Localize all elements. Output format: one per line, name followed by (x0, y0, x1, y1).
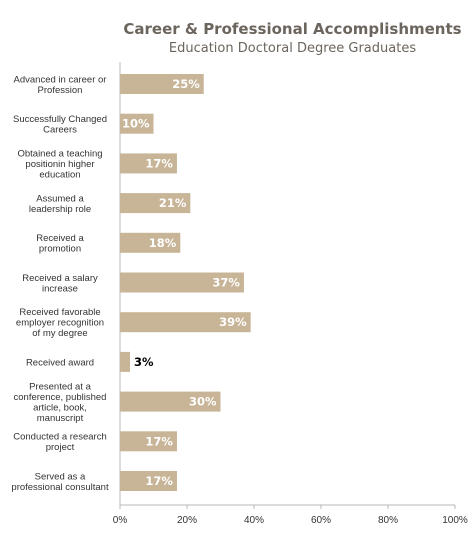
category-label: Received a promotion (36, 233, 84, 255)
category-label: Served as a professional consultant (11, 471, 109, 493)
category-label-line: Served as a (35, 471, 86, 482)
category-label: Assumed a leadership role (29, 193, 91, 215)
category-label-line: increase (42, 283, 78, 294)
x-tick-label: 40% (244, 515, 264, 526)
category-label-line: manuscript (37, 413, 84, 424)
data-label: 17% (145, 434, 173, 448)
category-label-line: professional consultant (11, 482, 109, 493)
x-tick-label: 0% (113, 515, 128, 526)
x-tick-label: 60% (311, 515, 331, 526)
category-label-line: Profession (38, 85, 83, 96)
category-label-line: project (46, 442, 75, 453)
data-label: 37% (212, 276, 240, 290)
x-tick-label: 100% (442, 515, 468, 526)
chart-title: Career & Professional Accomplishments (123, 20, 462, 38)
category-label-line: Successfully Changed (13, 114, 107, 125)
category-label: Successfully Changed Careers (13, 114, 107, 136)
bar (120, 74, 204, 94)
category-label: Obtained a teaching positionin higher educ… (17, 148, 102, 180)
data-label: 39% (219, 315, 247, 329)
category-label-line: article, book, (33, 402, 87, 413)
bar (120, 351, 131, 372)
category-label: Presented at a conference, published artic… (14, 381, 107, 424)
bar (120, 113, 154, 134)
data-label: 18% (149, 236, 177, 250)
category-label-line: Received award (26, 357, 94, 368)
bar (120, 193, 191, 214)
x-tick-label: 80% (378, 515, 398, 526)
bar (120, 391, 221, 412)
category-label-line: conference, published (14, 392, 107, 403)
bar (120, 232, 181, 253)
category-label-line: leadership role (29, 204, 91, 215)
category-label-line: Received a salary (22, 273, 98, 284)
category-label: Received award (26, 357, 94, 368)
category-label: Received a salary increase (22, 273, 98, 295)
category-label-line: employer recognition (16, 318, 104, 329)
data-label: 17% (145, 474, 173, 488)
category-label-line: Received favorable (19, 307, 100, 318)
x-tick-label: 20% (177, 515, 197, 526)
category-label-line: Careers (43, 124, 77, 135)
category-label-line: positionin higher (25, 159, 94, 170)
category-label-line: Assumed a (36, 193, 84, 204)
category-label: Advanced in career or Profession (14, 74, 107, 96)
category-label-line: Presented at a (29, 381, 92, 392)
category-label-line: promotion (39, 244, 81, 255)
category-label-line: education (39, 169, 80, 180)
data-label: 30% (189, 395, 217, 409)
data-label: 3% (134, 355, 154, 369)
bar (120, 431, 177, 452)
chart-subtitle: Education Doctoral Degree Graduates (168, 41, 417, 56)
category-label-line: Received a (36, 233, 84, 244)
data-label: 25% (172, 77, 200, 91)
bar (120, 312, 251, 333)
bar (120, 153, 177, 174)
bar (120, 272, 244, 293)
data-label: 21% (159, 196, 187, 210)
data-label: 10% (122, 117, 150, 131)
category-label-line: Advanced in career or (14, 74, 107, 85)
bar (120, 471, 177, 491)
category-label-line: of my degree (32, 328, 87, 339)
category-label-line: Obtained a teaching (17, 148, 102, 159)
category-label-line: Conducted a research (13, 432, 106, 443)
data-label: 17% (145, 156, 173, 170)
category-label: Conducted a research project (13, 432, 106, 454)
category-label: Received favorable employer recognition of… (16, 307, 104, 339)
